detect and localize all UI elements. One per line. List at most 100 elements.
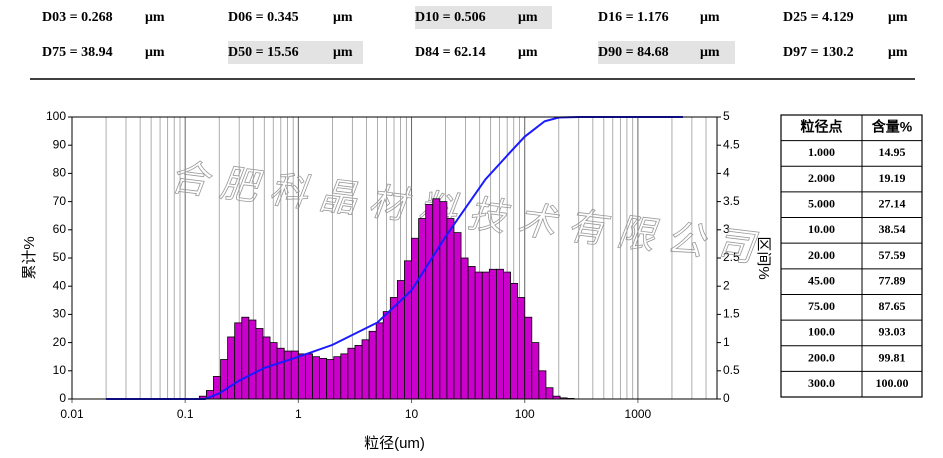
bar <box>446 218 455 400</box>
table-cell: 1.000 <box>808 145 835 159</box>
cumulative-line <box>106 116 683 400</box>
y-axis-label: 累计% <box>21 236 38 279</box>
y2-tick-label: 2.5 <box>723 250 740 264</box>
x-tick-label: 10 <box>405 407 419 421</box>
stat-label: D25 = 4.129 <box>783 10 854 25</box>
table-cell: 19.19 <box>879 171 906 185</box>
stat-unit: μm <box>700 45 720 60</box>
bar <box>227 336 236 400</box>
highlight <box>598 41 735 64</box>
table-cell: 93.03 <box>879 325 906 339</box>
stat-unit: μm <box>518 45 538 60</box>
bar <box>276 347 285 400</box>
table-cell: 100.00 <box>876 376 909 390</box>
bar <box>305 353 313 400</box>
table-cell: 38.54 <box>879 222 906 236</box>
x-tick-label: 0.1 <box>177 407 194 421</box>
bar <box>411 237 420 400</box>
stat-unit: μm <box>145 45 165 60</box>
y2-tick-label: 1.5 <box>723 307 740 321</box>
y2-axis-label: 区间% <box>755 236 772 279</box>
bar <box>241 316 250 400</box>
table-cell: 14.95 <box>879 145 906 159</box>
table-cell: 5.000 <box>808 196 835 210</box>
y2-tick-label: 3 <box>723 222 730 236</box>
bar <box>234 322 243 400</box>
stat-unit: μm <box>333 10 353 25</box>
stat-unit: μm <box>518 10 538 25</box>
x-tick-label: 1 <box>295 407 302 421</box>
x-tick-label: 100 <box>515 407 535 421</box>
table-cell: 2.000 <box>808 171 835 185</box>
bar <box>453 232 462 400</box>
bar <box>418 218 427 400</box>
stat-label: D03 = 0.268 <box>42 10 113 25</box>
bar <box>538 370 547 400</box>
y-tick-label: 10 <box>53 363 67 377</box>
bar <box>368 330 377 400</box>
bar <box>425 204 434 400</box>
bar <box>340 353 349 400</box>
table-cell: 87.65 <box>879 299 906 313</box>
bar <box>503 271 511 400</box>
y-tick-label: 30 <box>53 307 67 321</box>
bar <box>269 342 278 400</box>
y-tick-label: 60 <box>53 222 67 236</box>
y-tick-label: 50 <box>53 250 67 264</box>
y-tick-label: 100 <box>46 109 66 123</box>
bar <box>255 328 264 400</box>
y2-tick-label: 3.5 <box>723 194 740 208</box>
bar <box>375 322 384 400</box>
stat-unit: μm <box>333 45 353 60</box>
stat-label: D10 = 0.506 <box>415 10 486 25</box>
x-tick-label: 1000 <box>625 407 652 421</box>
y-tick-label: 0 <box>59 391 66 405</box>
bar <box>531 342 540 400</box>
table-cell: 20.00 <box>808 248 835 262</box>
bar <box>333 356 342 400</box>
y-tick-label: 90 <box>53 137 67 151</box>
bar <box>545 387 554 400</box>
bar <box>347 347 356 400</box>
stat-label: D75 = 38.94 <box>42 45 113 60</box>
table-frame <box>780 114 923 398</box>
table-cell: 100.0 <box>808 325 835 339</box>
bar <box>517 297 526 400</box>
watermark: 合肥科晶材料技术有限公司 <box>168 155 769 272</box>
bar <box>496 268 504 400</box>
bar <box>248 319 257 400</box>
bar <box>439 201 448 400</box>
table-cell: 27.14 <box>879 196 906 210</box>
y-tick-label: 20 <box>53 335 67 349</box>
bar <box>220 359 229 400</box>
bar <box>467 266 476 400</box>
table-header: 粒径点 <box>801 119 843 135</box>
stat-unit: μm <box>145 10 165 25</box>
table-cell: 300.0 <box>808 376 835 390</box>
stat-label: D50 = 15.56 <box>228 45 299 60</box>
y2-tick-label: 4.5 <box>723 137 740 151</box>
bar <box>382 311 391 400</box>
y-tick-label: 80 <box>53 166 67 180</box>
table-cell: 45.00 <box>808 273 835 287</box>
bar <box>312 356 320 400</box>
bar <box>361 339 370 400</box>
bar <box>460 257 469 400</box>
bar <box>510 282 519 400</box>
table-cell: 77.89 <box>879 273 906 287</box>
x-tick-label: 0.01 <box>60 407 84 421</box>
y-tick-label: 70 <box>53 194 67 208</box>
y2-tick-label: 4 <box>723 166 730 180</box>
highlight <box>415 6 552 29</box>
highlight <box>228 41 363 64</box>
bar <box>432 198 441 400</box>
table-cell: 10.00 <box>808 222 835 236</box>
y-tick-label: 40 <box>53 278 67 292</box>
bar <box>404 260 412 400</box>
bar <box>474 271 483 400</box>
stat-label: D90 = 84.68 <box>598 45 669 60</box>
y2-tick-label: 1 <box>723 335 730 349</box>
table-cell: 57.59 <box>879 248 906 262</box>
bar <box>326 359 335 400</box>
